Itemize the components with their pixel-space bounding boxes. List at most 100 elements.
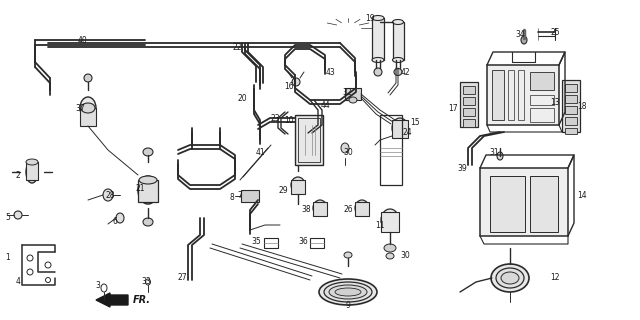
Ellipse shape: [138, 176, 158, 204]
Ellipse shape: [392, 58, 403, 62]
Text: 4: 4: [15, 277, 20, 286]
Ellipse shape: [292, 78, 300, 86]
Text: 15: 15: [410, 117, 420, 126]
Bar: [80, 108, 96, 126]
Text: 13: 13: [550, 98, 560, 107]
Ellipse shape: [27, 269, 33, 275]
Bar: [463, 108, 475, 116]
Text: 39: 39: [457, 164, 467, 172]
Text: 10: 10: [284, 116, 294, 124]
Text: 28: 28: [105, 190, 115, 199]
Bar: [565, 84, 577, 92]
Text: 22: 22: [232, 43, 242, 52]
Bar: [565, 117, 577, 125]
Ellipse shape: [14, 211, 22, 219]
Text: 25: 25: [550, 28, 560, 36]
Ellipse shape: [501, 272, 519, 284]
Ellipse shape: [374, 68, 382, 76]
Text: 36: 36: [298, 237, 308, 246]
Text: 42: 42: [400, 68, 410, 76]
Text: 12: 12: [550, 274, 560, 283]
Ellipse shape: [394, 68, 402, 76]
Ellipse shape: [143, 218, 153, 226]
Text: 29: 29: [278, 186, 288, 195]
Bar: [565, 106, 577, 114]
Text: 21: 21: [135, 183, 145, 193]
Bar: [264, 238, 278, 248]
Bar: [345, 88, 361, 100]
Bar: [463, 97, 475, 105]
Ellipse shape: [145, 279, 150, 285]
Ellipse shape: [139, 176, 157, 184]
Text: 20: 20: [237, 93, 247, 102]
Text: 32: 32: [342, 87, 352, 97]
Ellipse shape: [27, 255, 33, 261]
Ellipse shape: [521, 36, 527, 44]
Ellipse shape: [381, 209, 399, 231]
Text: 23: 23: [270, 114, 280, 123]
Bar: [463, 119, 475, 127]
Ellipse shape: [26, 159, 38, 165]
Ellipse shape: [84, 74, 92, 82]
Ellipse shape: [45, 277, 51, 283]
Text: 16: 16: [284, 82, 294, 91]
Ellipse shape: [26, 161, 38, 183]
Text: 6: 6: [113, 218, 117, 227]
Text: 18: 18: [577, 101, 587, 110]
Text: 33: 33: [141, 277, 151, 286]
Ellipse shape: [101, 284, 107, 292]
Ellipse shape: [291, 177, 305, 193]
Ellipse shape: [496, 268, 524, 288]
Ellipse shape: [80, 97, 96, 119]
Bar: [460, 82, 478, 127]
Ellipse shape: [344, 252, 352, 258]
Bar: [530, 95, 554, 105]
Bar: [490, 176, 525, 232]
Bar: [530, 176, 558, 232]
Text: 3: 3: [95, 281, 100, 290]
Bar: [295, 115, 323, 165]
Ellipse shape: [349, 97, 357, 103]
Ellipse shape: [386, 253, 394, 259]
Bar: [530, 108, 554, 122]
Ellipse shape: [341, 143, 349, 153]
Bar: [372, 18, 384, 60]
Text: 40: 40: [77, 36, 87, 44]
Bar: [508, 70, 514, 120]
Text: 8: 8: [230, 194, 234, 203]
Text: 43: 43: [325, 68, 335, 76]
Bar: [241, 190, 259, 202]
Bar: [298, 118, 320, 162]
Ellipse shape: [392, 118, 408, 138]
Bar: [518, 70, 524, 120]
Ellipse shape: [372, 15, 384, 20]
Text: 35: 35: [251, 237, 261, 246]
Ellipse shape: [329, 285, 367, 299]
Text: 34: 34: [515, 29, 525, 38]
Ellipse shape: [355, 200, 369, 216]
Text: 19: 19: [365, 13, 375, 22]
Bar: [480, 168, 568, 236]
Ellipse shape: [319, 279, 377, 305]
Text: 26: 26: [343, 205, 353, 214]
Text: 30: 30: [343, 148, 353, 156]
Ellipse shape: [392, 20, 403, 25]
Text: 41: 41: [255, 148, 265, 156]
Text: 31: 31: [489, 148, 499, 156]
Text: 2: 2: [15, 171, 20, 180]
Bar: [562, 80, 580, 132]
Text: 30: 30: [400, 251, 410, 260]
Ellipse shape: [45, 262, 51, 268]
Bar: [392, 120, 408, 138]
Text: 14: 14: [577, 191, 587, 201]
Text: 9: 9: [346, 300, 351, 309]
Text: 5: 5: [6, 213, 10, 222]
Text: 17: 17: [448, 103, 458, 113]
Ellipse shape: [81, 103, 95, 113]
Ellipse shape: [384, 244, 396, 252]
Text: 27: 27: [177, 274, 187, 283]
Bar: [291, 180, 305, 194]
Text: 24: 24: [402, 127, 412, 137]
Bar: [313, 202, 327, 216]
Ellipse shape: [103, 189, 113, 201]
